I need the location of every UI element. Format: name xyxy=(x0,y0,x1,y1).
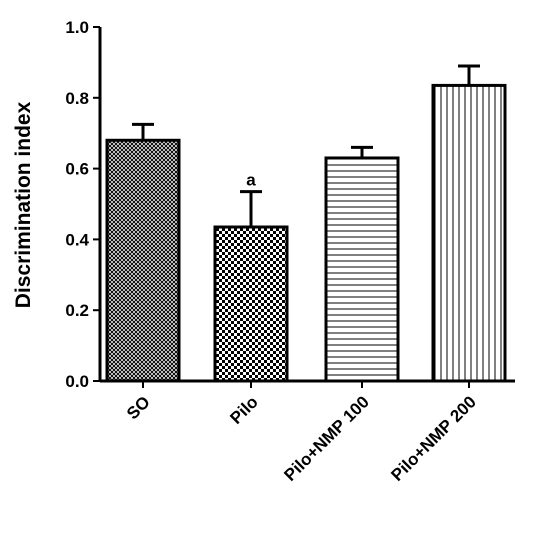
bar xyxy=(431,83,507,383)
annotation: a xyxy=(246,171,256,190)
y-tick-label: 0.8 xyxy=(65,89,89,108)
x-tick-label: Pilo xyxy=(226,392,261,427)
x-tick-label: Pilo+NMP 100 xyxy=(280,392,372,484)
bar xyxy=(105,138,181,383)
y-axis-label: Discrimination index xyxy=(12,101,35,308)
x-tick-label: SO xyxy=(123,392,154,423)
y-tick-label: 0.2 xyxy=(65,301,89,320)
y-tick-label: 1.0 xyxy=(65,18,89,37)
y-tick-label: 0.4 xyxy=(65,230,89,249)
x-tick-label: Pilo+NMP 200 xyxy=(387,392,479,484)
y-tick-label: 0.0 xyxy=(65,372,89,391)
bar xyxy=(213,225,289,383)
bar xyxy=(324,156,400,383)
y-tick-label: 0.6 xyxy=(65,160,89,179)
